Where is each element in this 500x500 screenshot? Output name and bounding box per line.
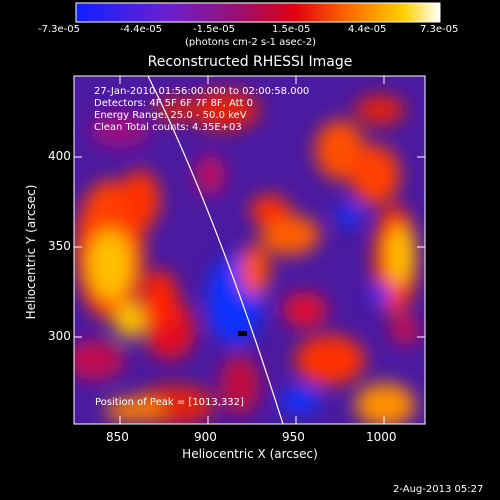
x-axis-label: Heliocentric X (arcsec) bbox=[182, 447, 318, 461]
x-tick-label: 900 bbox=[194, 430, 217, 444]
peak-position-text: Position of Peak = [1013,332] bbox=[95, 397, 244, 408]
y-tick-label: 400 bbox=[48, 149, 71, 163]
colorbar-tick-label: -4.4e-05 bbox=[120, 24, 162, 35]
colorbar-tick-label: 1.5e-05 bbox=[272, 24, 311, 35]
colorbar bbox=[75, 2, 441, 23]
plot-title: Reconstructed RHESSI Image bbox=[147, 54, 353, 70]
y-tick-label: 350 bbox=[48, 239, 71, 253]
colorbar-tick-label: 7.3e-05 bbox=[420, 24, 459, 35]
colorbar-unit-label: (photons cm-2 s-1 asec-2) bbox=[185, 37, 317, 48]
info-line: Clean Total counts: 4.35E+03 bbox=[94, 122, 242, 133]
peak-marker bbox=[238, 331, 247, 336]
x-tick-label: 950 bbox=[282, 430, 305, 444]
plot-frame bbox=[73, 75, 426, 425]
info-line: 27-Jan-2010 01:56:00.000 to 02:00:58.000 bbox=[94, 86, 310, 97]
y-axis-label: Heliocentric Y (arcsec) bbox=[24, 184, 38, 320]
x-tick-label: 1000 bbox=[366, 430, 397, 444]
solar-limb-line bbox=[147, 76, 284, 424]
y-tick-label: 300 bbox=[48, 329, 71, 343]
colorbar-tick-label: 4.4e-05 bbox=[348, 24, 387, 35]
colorbar-tick-label: -7.3e-05 bbox=[38, 24, 80, 35]
info-line: Energy Range: 25.0 - 50.0 keV bbox=[94, 110, 247, 121]
rhessi-image bbox=[74, 76, 425, 424]
x-tick-label: 850 bbox=[106, 430, 129, 444]
colorbar-tick-label: -1.5e-05 bbox=[193, 24, 235, 35]
info-line: Detectors: 4F 5F 6F 7F 8F, Att 0 bbox=[94, 98, 254, 109]
info-block: 27-Jan-2010 01:56:00.000 to 02:00:58.000… bbox=[94, 86, 309, 134]
footer-date: 2-Aug-2013 05:27 bbox=[393, 484, 484, 495]
axis-ticks bbox=[74, 76, 425, 424]
